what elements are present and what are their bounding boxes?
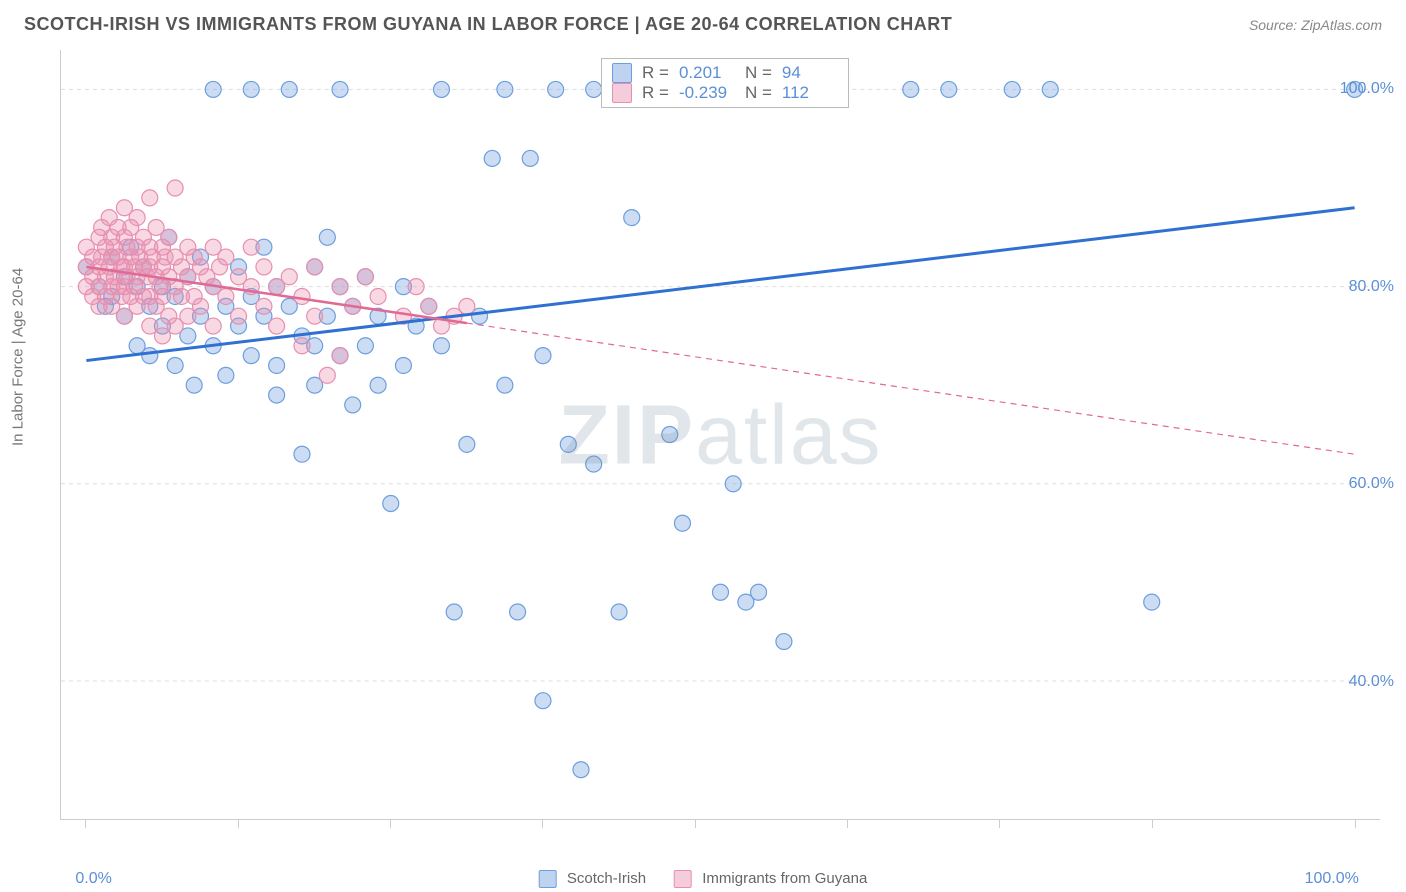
x-tick xyxy=(542,820,543,828)
swatch-series2-icon xyxy=(674,870,692,888)
x-tick xyxy=(695,820,696,828)
chart-title: SCOTCH-IRISH VS IMMIGRANTS FROM GUYANA I… xyxy=(24,14,952,35)
y-tick-label: 80.0% xyxy=(1349,278,1394,296)
stats-n-value: 94 xyxy=(782,63,838,83)
y-tick-label: 60.0% xyxy=(1349,475,1394,493)
legend-item-2: Immigrants from Guyana xyxy=(674,870,867,888)
source-label: Source: ZipAtlas.com xyxy=(1249,17,1382,33)
legend-label-1: Scotch-Irish xyxy=(567,870,646,887)
y-tick-label: 40.0% xyxy=(1349,673,1394,691)
stats-n-value: 112 xyxy=(782,83,838,103)
legend: Scotch-Irish Immigrants from Guyana xyxy=(539,870,868,888)
swatch-series1-icon xyxy=(612,63,632,83)
swatch-series1-icon xyxy=(539,870,557,888)
x-tick-label: 0.0% xyxy=(75,870,111,888)
x-tick xyxy=(1152,820,1153,828)
x-tick-label: 100.0% xyxy=(1305,870,1359,888)
stats-r-label: R = xyxy=(642,63,669,83)
legend-item-1: Scotch-Irish xyxy=(539,870,646,888)
y-axis-label: In Labor Force | Age 20-64 xyxy=(10,268,27,446)
x-tick xyxy=(85,820,86,828)
swatch-series2-icon xyxy=(612,83,632,103)
stats-r-value: 0.201 xyxy=(679,63,735,83)
stats-n-label: N = xyxy=(745,83,772,103)
chart-svg xyxy=(61,50,1380,819)
legend-label-2: Immigrants from Guyana xyxy=(702,870,867,887)
x-tick xyxy=(847,820,848,828)
stats-box: R = 0.201 N = 94 R = -0.239 N = 112 xyxy=(601,58,849,108)
stats-row-2: R = -0.239 N = 112 xyxy=(612,83,838,103)
stats-row-1: R = 0.201 N = 94 xyxy=(612,63,838,83)
plot-area: ZIPatlas R = 0.201 N = 94 R = -0.239 N =… xyxy=(60,50,1380,820)
stats-r-value: -0.239 xyxy=(679,83,735,103)
stats-n-label: N = xyxy=(745,63,772,83)
x-tick xyxy=(1355,820,1356,828)
y-tick-label: 100.0% xyxy=(1340,80,1394,98)
x-tick xyxy=(238,820,239,828)
x-tick xyxy=(390,820,391,828)
stats-r-label: R = xyxy=(642,83,669,103)
x-tick xyxy=(999,820,1000,828)
